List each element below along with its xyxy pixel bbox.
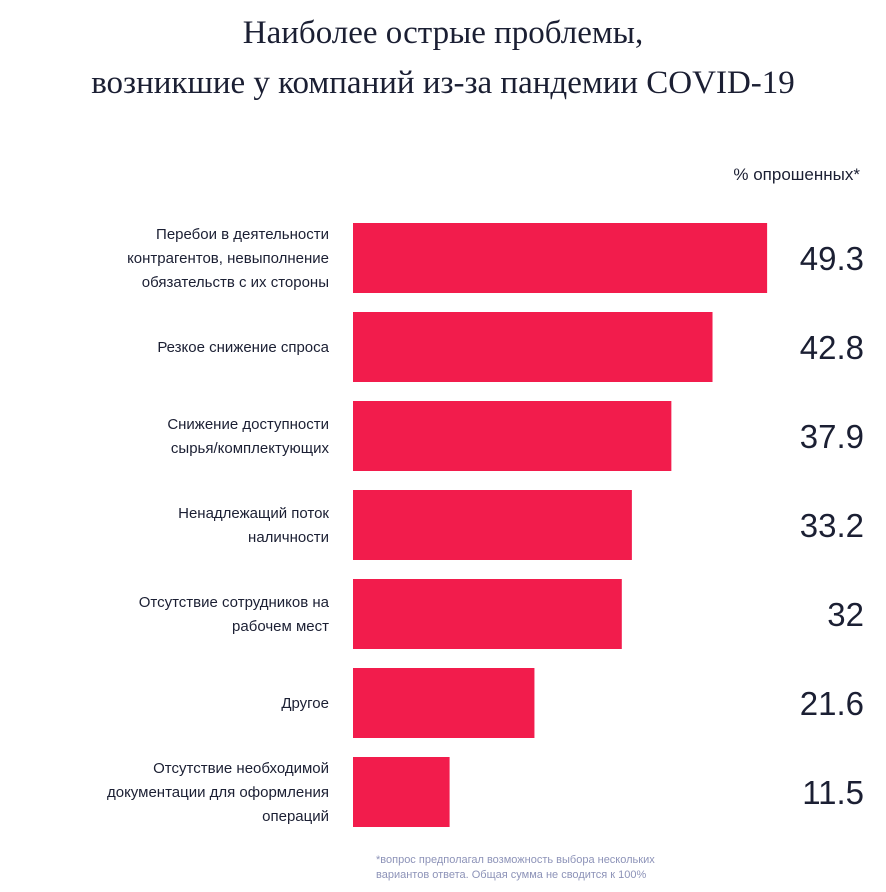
bar-1 [353,223,768,293]
value-label-5: 32 [827,596,864,633]
category-label-6-line-1: Другое [281,695,329,712]
value-label-6: 21.6 [800,685,864,722]
value-label-7: 11.5 [802,774,864,811]
category-label-7: Отсутствие необходимой документации для о… [107,760,329,825]
category-label-5: Отсутствие сотрудников на рабочем мест [139,594,330,635]
footnote: *вопрос предполагал возможность выбора н… [376,853,856,883]
bar-5 [353,579,622,649]
chart-title-line-1: Наиболее острые проблемы, [242,15,644,51]
category-label-4-line-2: наличности [248,529,329,546]
category-label-7-line-1: Отсутствие необходимой [153,760,329,777]
value-label-4: 33.2 [800,507,864,544]
category-label-1-line-3: обязательств с их стороны [142,274,329,291]
category-label-7-line-2: документации для оформления [107,784,329,801]
bar-4 [353,490,632,560]
category-label-2: Резкое снижение спроса [157,339,329,356]
category-label-5-line-1: Отсутствие сотрудников на [139,594,330,611]
chart-title-line-2: возникшие у компаний из-за пандемии COVI… [91,65,795,101]
category-label-5-line-2: рабочем мест [232,618,329,635]
category-label-2-line-1: Резкое снижение спроса [157,339,329,356]
value-label-2: 42.8 [800,329,864,366]
bar-3 [353,401,672,471]
unit-label: % опрошенных* [733,165,860,184]
value-label-1: 49.3 [800,240,864,277]
footnote-line-1: *вопрос предполагал возможность выбора н… [376,854,655,866]
category-label-3: Снижение доступности сырья/комплектующих [167,416,329,457]
category-label-1: Перебои в деятельности контрагентов, невы… [127,226,329,291]
footnote-line-2: вариантов ответа. Общая сумма не сводитс… [376,869,647,881]
category-label-3-line-1: Снижение доступности [167,416,329,433]
bar-6 [353,668,535,738]
value-label-3: 37.9 [800,418,864,455]
category-label-7-line-3: операций [262,808,329,825]
category-label-1-line-2: контрагентов, невыполнение [127,250,329,267]
bar-2 [353,312,713,382]
category-label-4: Ненадлежащий поток наличности [178,505,329,546]
bar-7 [353,757,450,827]
category-label-4-line-1: Ненадлежащий поток [178,505,329,522]
category-label-6: Другое [281,695,329,712]
category-label-1-line-1: Перебои в деятельности [156,226,329,243]
category-label-3-line-2: сырья/комплектующих [171,440,330,457]
